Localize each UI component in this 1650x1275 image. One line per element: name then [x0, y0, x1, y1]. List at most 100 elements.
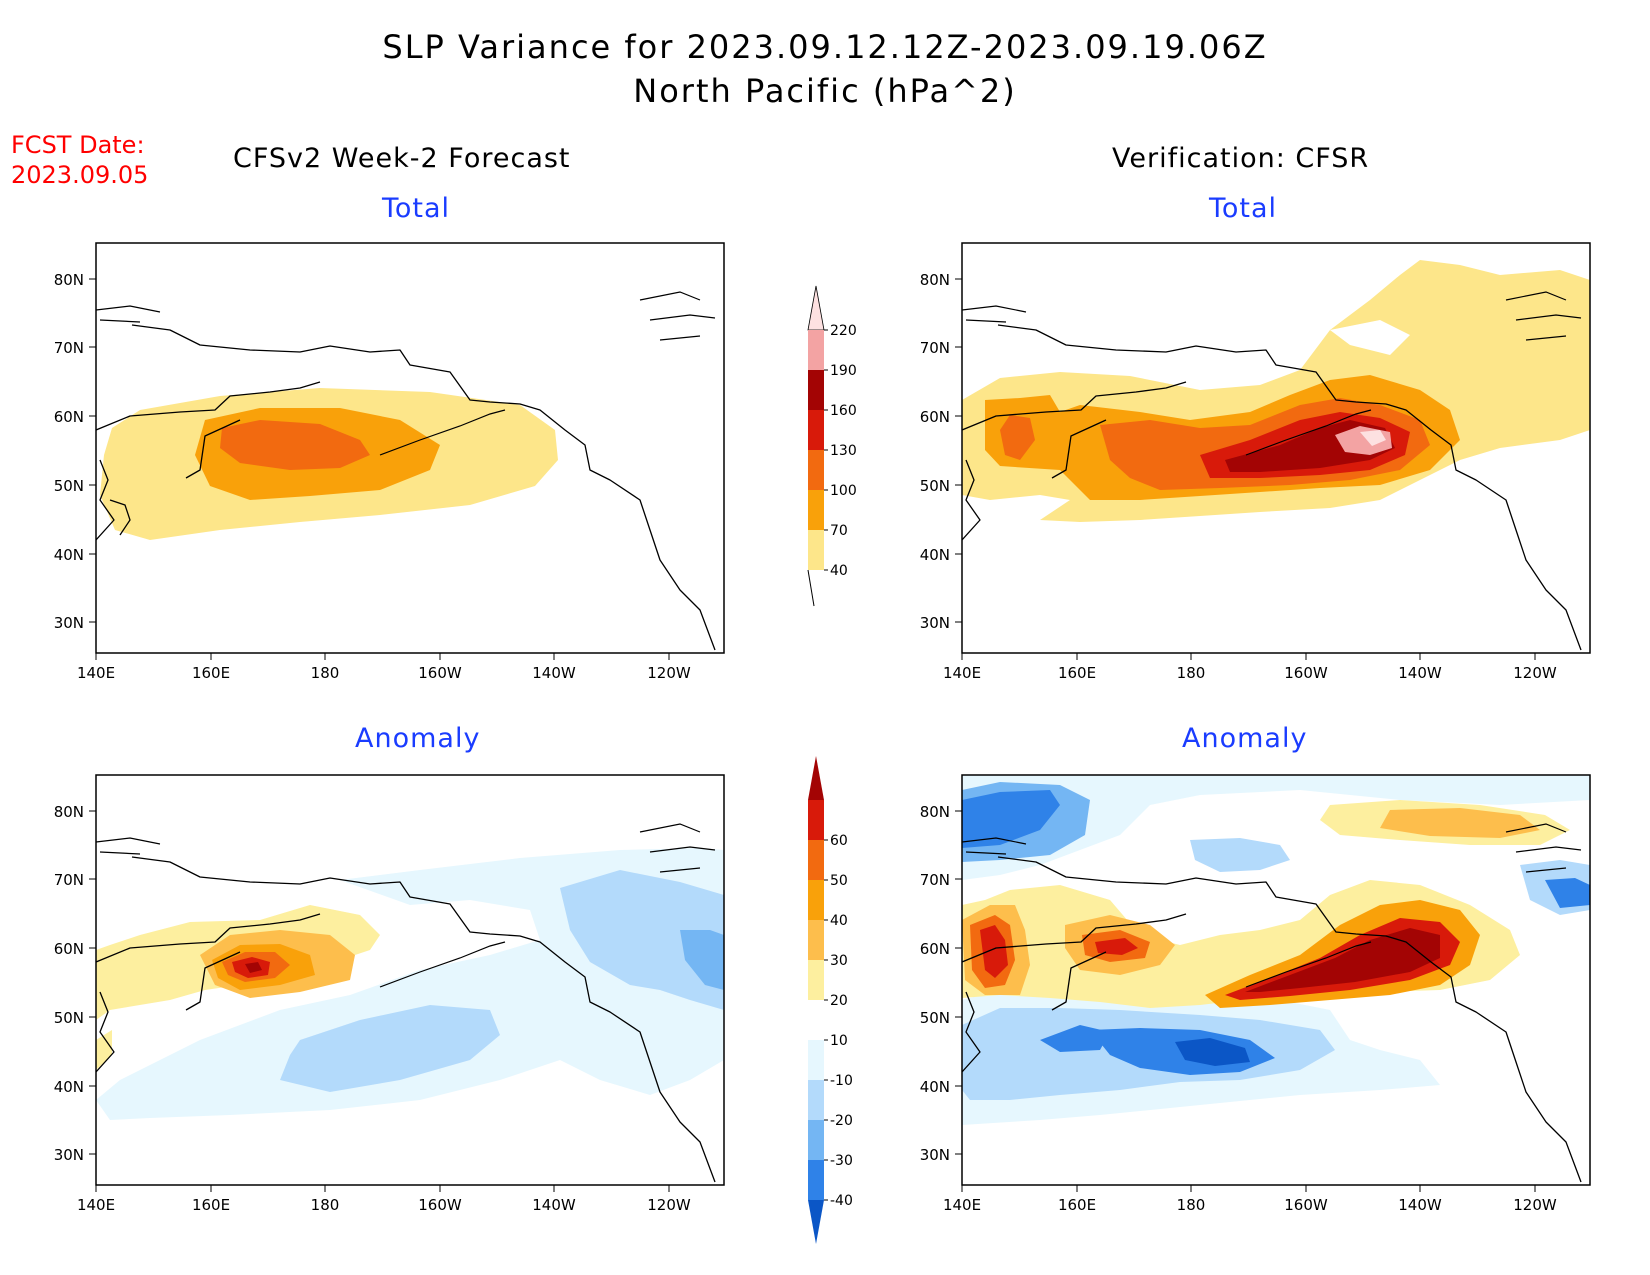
lon-tick-label: 140E [77, 664, 115, 682]
forecast-anomaly-lon-axis: 140E 160E 180 160W 140W 120W [77, 1185, 691, 1214]
colorbar-swatch [808, 410, 824, 450]
colorbar-swatch [808, 370, 824, 410]
colorbar-swatch [808, 1120, 824, 1160]
verification-anomaly-panel: 80N 70N 60N 50N 40N 30N 140E 160E 180 16… [920, 774, 1591, 1214]
colorbar-top-arrow [808, 756, 824, 800]
figure-title-line2: North Pacific (hPa^2) [633, 72, 1017, 110]
verification-anomaly-frame [961, 774, 1591, 1186]
lat-tick-label: 30N [54, 1146, 84, 1164]
lon-tick-label: 120W [647, 1196, 691, 1214]
lat-tick-label: 40N [54, 1078, 84, 1096]
colorbar-swatch [808, 1000, 824, 1040]
lat-tick-label: 50N [920, 477, 950, 495]
lon-tick-label: 160W [1284, 664, 1328, 682]
colorbar-tick-label: 190 [830, 363, 857, 379]
lat-tick-label: 70N [920, 871, 950, 889]
forecast-anomaly-contours [96, 823, 724, 1183]
lon-tick-label: 160E [1058, 1196, 1096, 1214]
lon-tick-label: 140W [1398, 664, 1442, 682]
fcst-date-value: 2023.09.05 [11, 161, 149, 189]
lon-tick-label: 160E [192, 664, 230, 682]
colorbar-tick-label: 70 [830, 523, 848, 539]
lon-tick-label: 140E [943, 1196, 981, 1214]
colorbar-swatch [808, 1160, 824, 1200]
forecast-total-contours [96, 291, 716, 651]
lon-tick-label: 160W [418, 664, 462, 682]
lat-tick-label: 60N [920, 940, 950, 958]
bottom-left-subtitle: Anomaly [355, 723, 481, 754]
colorbar-swatch [808, 960, 824, 1000]
forecast-total-lat-axis: 80N 70N 60N 50N 40N 30N [54, 271, 96, 632]
colorbar-tick-label: 40 [830, 913, 848, 929]
lon-tick-label: 160W [418, 1196, 462, 1214]
colorbar-swatch [808, 450, 824, 490]
lat-tick-label: 40N [54, 546, 84, 564]
anomaly-colorbar: -40 -30 -20 -10 10 20 30 40 50 60 [808, 756, 853, 1244]
forecast-anomaly-lat-axis: 80N 70N 60N 50N 40N 30N [54, 803, 96, 1164]
colorbar-tick-label: -40 [830, 1193, 853, 1209]
verification-total-contours [962, 260, 1590, 651]
lon-tick-label: 140E [943, 664, 981, 682]
forecast-total-panel: 80N 70N 60N 50N 40N 30N 140E 160E 180 16… [54, 242, 725, 682]
colorbar-tick-label: 100 [830, 483, 857, 499]
colorbar-tick-label: 50 [830, 873, 848, 889]
colorbar-swatch [808, 1040, 824, 1080]
colorbar-tick-label: -30 [830, 1153, 853, 1169]
colorbar-bottom-arrow [808, 1200, 824, 1244]
verification-total-lon-axis: 140E 160E 180 160W 140W 120W [943, 653, 1557, 682]
lat-tick-label: 80N [920, 271, 950, 289]
lat-tick-label: 70N [920, 339, 950, 357]
colorbar-swatch [808, 1080, 824, 1120]
lon-tick-label: 160E [1058, 664, 1096, 682]
colorbar-tick-label: 30 [830, 953, 848, 969]
lat-tick-label: 50N [54, 1009, 84, 1027]
lon-tick-label: 140W [532, 664, 576, 682]
colorbar-tick-label: -10 [830, 1073, 853, 1089]
lat-tick-label: 70N [54, 871, 84, 889]
verification-total-panel: 80N 70N 60N 50N 40N 30N 140E 160E 180 16… [920, 242, 1591, 682]
lon-tick-label: 120W [1513, 664, 1557, 682]
colorbar-tick-label: 220 [830, 323, 857, 339]
lon-tick-label: 140W [1398, 1196, 1442, 1214]
lat-tick-label: 30N [920, 614, 950, 632]
lat-tick-label: 40N [920, 1078, 950, 1096]
lon-tick-label: 140E [77, 1196, 115, 1214]
colorbar-swatch [808, 530, 824, 570]
lon-tick-label: 160W [1284, 1196, 1328, 1214]
forecast-anomaly-frame [95, 774, 725, 1186]
colorbar-tick-label: 40 [830, 563, 848, 579]
verification-total-frame [961, 242, 1591, 654]
lat-tick-label: 30N [54, 614, 84, 632]
forecast-anomaly-panel: 80N 70N 60N 50N 40N 30N 140E 160E 180 16… [54, 774, 725, 1214]
lon-tick-label: 180 [311, 1196, 340, 1214]
verification-anomaly-lat-axis: 80N 70N 60N 50N 40N 30N [920, 803, 962, 1164]
lat-tick-label: 70N [54, 339, 84, 357]
lat-tick-label: 50N [54, 477, 84, 495]
verification-column-title: Verification: CFSR [1112, 143, 1370, 174]
colorbar-top-triangle [807, 285, 825, 331]
lat-tick-label: 30N [920, 1146, 950, 1164]
colorbar-swatch [808, 920, 824, 960]
colorbar-swatch [808, 840, 824, 880]
colorbar-tick-label: 20 [830, 993, 848, 1009]
lon-tick-label: 180 [1177, 664, 1206, 682]
forecast-total-frame [95, 242, 725, 654]
colorbar-swatch [808, 330, 824, 370]
lat-tick-label: 50N [920, 1009, 950, 1027]
verification-anomaly-lon-axis: 140E 160E 180 160W 140W 120W [943, 1185, 1557, 1214]
lon-tick-label: 180 [311, 664, 340, 682]
verification-total-lat-axis: 80N 70N 60N 50N 40N 30N [920, 271, 962, 632]
lon-tick-label: 120W [1513, 1196, 1557, 1214]
bottom-right-subtitle: Anomaly [1182, 723, 1308, 754]
colorbar-bottom-stub [807, 569, 815, 607]
colorbar-tick-label: 130 [830, 443, 857, 459]
figure-title-line1: SLP Variance for 2023.09.12.12Z-2023.09.… [382, 28, 1268, 66]
colorbar-tick-label: 160 [830, 403, 857, 419]
colorbar-tick-label: 10 [830, 1033, 848, 1049]
lat-tick-label: 60N [54, 940, 84, 958]
colorbar-tick-label: -20 [830, 1113, 853, 1129]
lat-tick-label: 60N [920, 408, 950, 426]
colorbar-swatch [808, 800, 824, 840]
forecast-total-lon-axis: 140E 160E 180 160W 140W 120W [77, 653, 691, 682]
